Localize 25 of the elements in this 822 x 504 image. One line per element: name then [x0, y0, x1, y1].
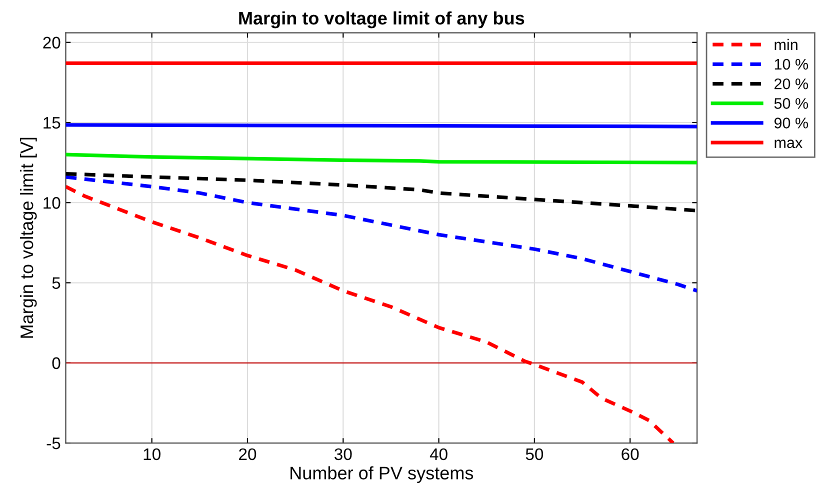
y-tick-label: 10	[44, 197, 60, 209]
line-series	[66, 172, 698, 212]
legend-label: 90 %	[774, 118, 808, 128]
x-tick-label: 10	[144, 448, 160, 460]
legend-label: min	[774, 38, 798, 50]
x-tick-label: 60	[622, 448, 639, 460]
x-tick-label: 50	[526, 448, 544, 460]
y-tick-label: 15	[44, 117, 60, 129]
x-tick-label: 30	[334, 448, 352, 460]
line-series	[66, 152, 698, 164]
line-series	[66, 175, 698, 293]
chart-title: Margin to voltage limit of any bus	[239, 11, 524, 28]
x-tick-label: 20	[239, 448, 256, 460]
legend-label: max	[774, 140, 802, 148]
y-tick-label: 5	[52, 277, 60, 289]
x-axis-title: Number of PV systems	[290, 466, 474, 484]
legend-label: 50 %	[774, 98, 808, 109]
legend-label: 10 %	[774, 58, 808, 70]
y-tick-label: 20	[43, 36, 60, 49]
line-series	[66, 184, 675, 444]
legend-label: 20 %	[774, 78, 808, 90]
y-axis-title: Margin to voltage limit [V]	[20, 138, 37, 338]
y-tick-label: -5	[46, 438, 60, 450]
y-tick-label: 0	[52, 357, 60, 370]
x-tick-label: 40	[430, 448, 448, 460]
